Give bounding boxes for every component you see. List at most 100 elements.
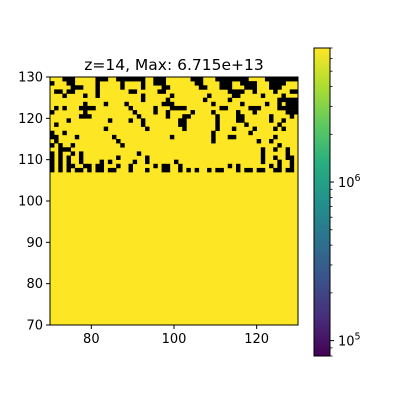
masked-cell xyxy=(198,85,208,90)
masked-cell xyxy=(62,130,67,136)
masked-cell xyxy=(215,167,220,173)
masked-cell xyxy=(145,126,150,132)
masked-cell xyxy=(281,126,286,132)
masked-cell xyxy=(207,167,212,173)
masked-cell xyxy=(256,167,262,173)
masked-cell xyxy=(219,167,224,173)
masked-cell xyxy=(58,155,63,160)
masked-cell xyxy=(211,101,216,107)
y-tick-label: 80 xyxy=(26,277,43,292)
masked-cell xyxy=(50,163,55,169)
y-tick-label: 90 xyxy=(26,236,43,251)
masked-cell xyxy=(252,110,257,115)
masked-cell xyxy=(194,81,204,86)
masked-cell xyxy=(236,167,241,173)
masked-cell xyxy=(66,147,71,152)
masked-cell xyxy=(273,155,278,160)
chart-title: z=14, Max: 6.715e+13 xyxy=(84,56,264,74)
masked-cell xyxy=(120,143,125,148)
masked-cell xyxy=(58,151,63,156)
masked-cell xyxy=(70,85,84,90)
masked-cell xyxy=(132,159,138,165)
x-tick-label: 100 xyxy=(162,332,187,347)
masked-cell xyxy=(145,159,150,165)
masked-cell xyxy=(116,139,121,144)
masked-cell xyxy=(227,163,233,169)
masked-cell xyxy=(78,114,92,119)
masked-cell xyxy=(277,163,282,169)
masked-cell xyxy=(269,118,274,123)
masked-cell xyxy=(145,155,150,160)
masked-cell xyxy=(66,163,71,169)
masked-cell xyxy=(83,163,88,169)
masked-cell xyxy=(58,143,63,148)
masked-cell xyxy=(165,110,171,115)
masked-cell xyxy=(95,85,100,90)
masked-cell xyxy=(74,167,80,173)
masked-cell xyxy=(66,155,71,160)
masked-cell xyxy=(112,167,117,173)
masked-cell xyxy=(107,167,113,173)
colorbar-tick-label: 106 xyxy=(338,173,361,191)
masked-cell xyxy=(285,101,298,107)
masked-cell xyxy=(116,155,121,160)
masked-cell xyxy=(273,134,278,140)
masked-cell xyxy=(140,85,146,90)
masked-cell xyxy=(78,155,84,160)
masked-cell xyxy=(140,122,146,127)
masked-cell xyxy=(227,97,233,103)
masked-cell xyxy=(128,89,138,94)
colorbar-tick-label: 105 xyxy=(338,332,361,350)
masked-cell xyxy=(248,167,253,173)
masked-cell xyxy=(153,110,158,115)
masked-cell xyxy=(83,93,88,98)
masked-cell xyxy=(207,93,212,98)
masked-cell xyxy=(124,101,129,107)
masked-cell xyxy=(157,89,167,94)
masked-cell xyxy=(70,163,76,169)
x-tick-label: 120 xyxy=(244,332,269,347)
masked-cell xyxy=(50,155,55,160)
masked-cell xyxy=(54,139,59,144)
masked-cell xyxy=(236,114,245,119)
masked-cell xyxy=(62,147,67,152)
masked-cell xyxy=(50,81,55,86)
masked-cell xyxy=(289,159,295,165)
masked-cell xyxy=(66,167,71,173)
masked-cell xyxy=(132,110,138,115)
masked-cell xyxy=(70,143,76,148)
masked-cell xyxy=(264,77,298,82)
masked-cell xyxy=(54,105,59,111)
masked-cell xyxy=(50,167,55,173)
masked-cell xyxy=(277,101,282,107)
masked-cell xyxy=(269,81,286,86)
masked-cell xyxy=(285,110,298,115)
masked-cell xyxy=(277,167,282,173)
masked-cell xyxy=(194,167,200,173)
masked-cell xyxy=(240,81,257,86)
masked-cell xyxy=(227,89,245,94)
masked-cell xyxy=(161,85,171,90)
masked-cell xyxy=(66,118,71,123)
masked-cell xyxy=(182,126,187,132)
masked-cell xyxy=(66,81,76,86)
masked-cell xyxy=(169,134,175,140)
masked-cell xyxy=(260,167,266,173)
masked-cell xyxy=(273,167,278,173)
masked-cell xyxy=(165,114,171,119)
masked-cell xyxy=(54,134,59,140)
masked-cell xyxy=(281,118,286,123)
masked-cell xyxy=(95,93,100,98)
masked-cell xyxy=(231,126,237,132)
masked-cell xyxy=(140,118,146,123)
masked-cell xyxy=(269,85,282,90)
masked-cell xyxy=(78,167,84,173)
masked-cell xyxy=(128,163,133,169)
masked-cell xyxy=(74,134,80,140)
masked-cell xyxy=(240,101,245,107)
masked-cell xyxy=(219,85,233,90)
masked-cell xyxy=(190,77,204,82)
masked-cell xyxy=(87,167,92,173)
masked-cell xyxy=(128,105,133,111)
masked-cell xyxy=(153,77,167,82)
